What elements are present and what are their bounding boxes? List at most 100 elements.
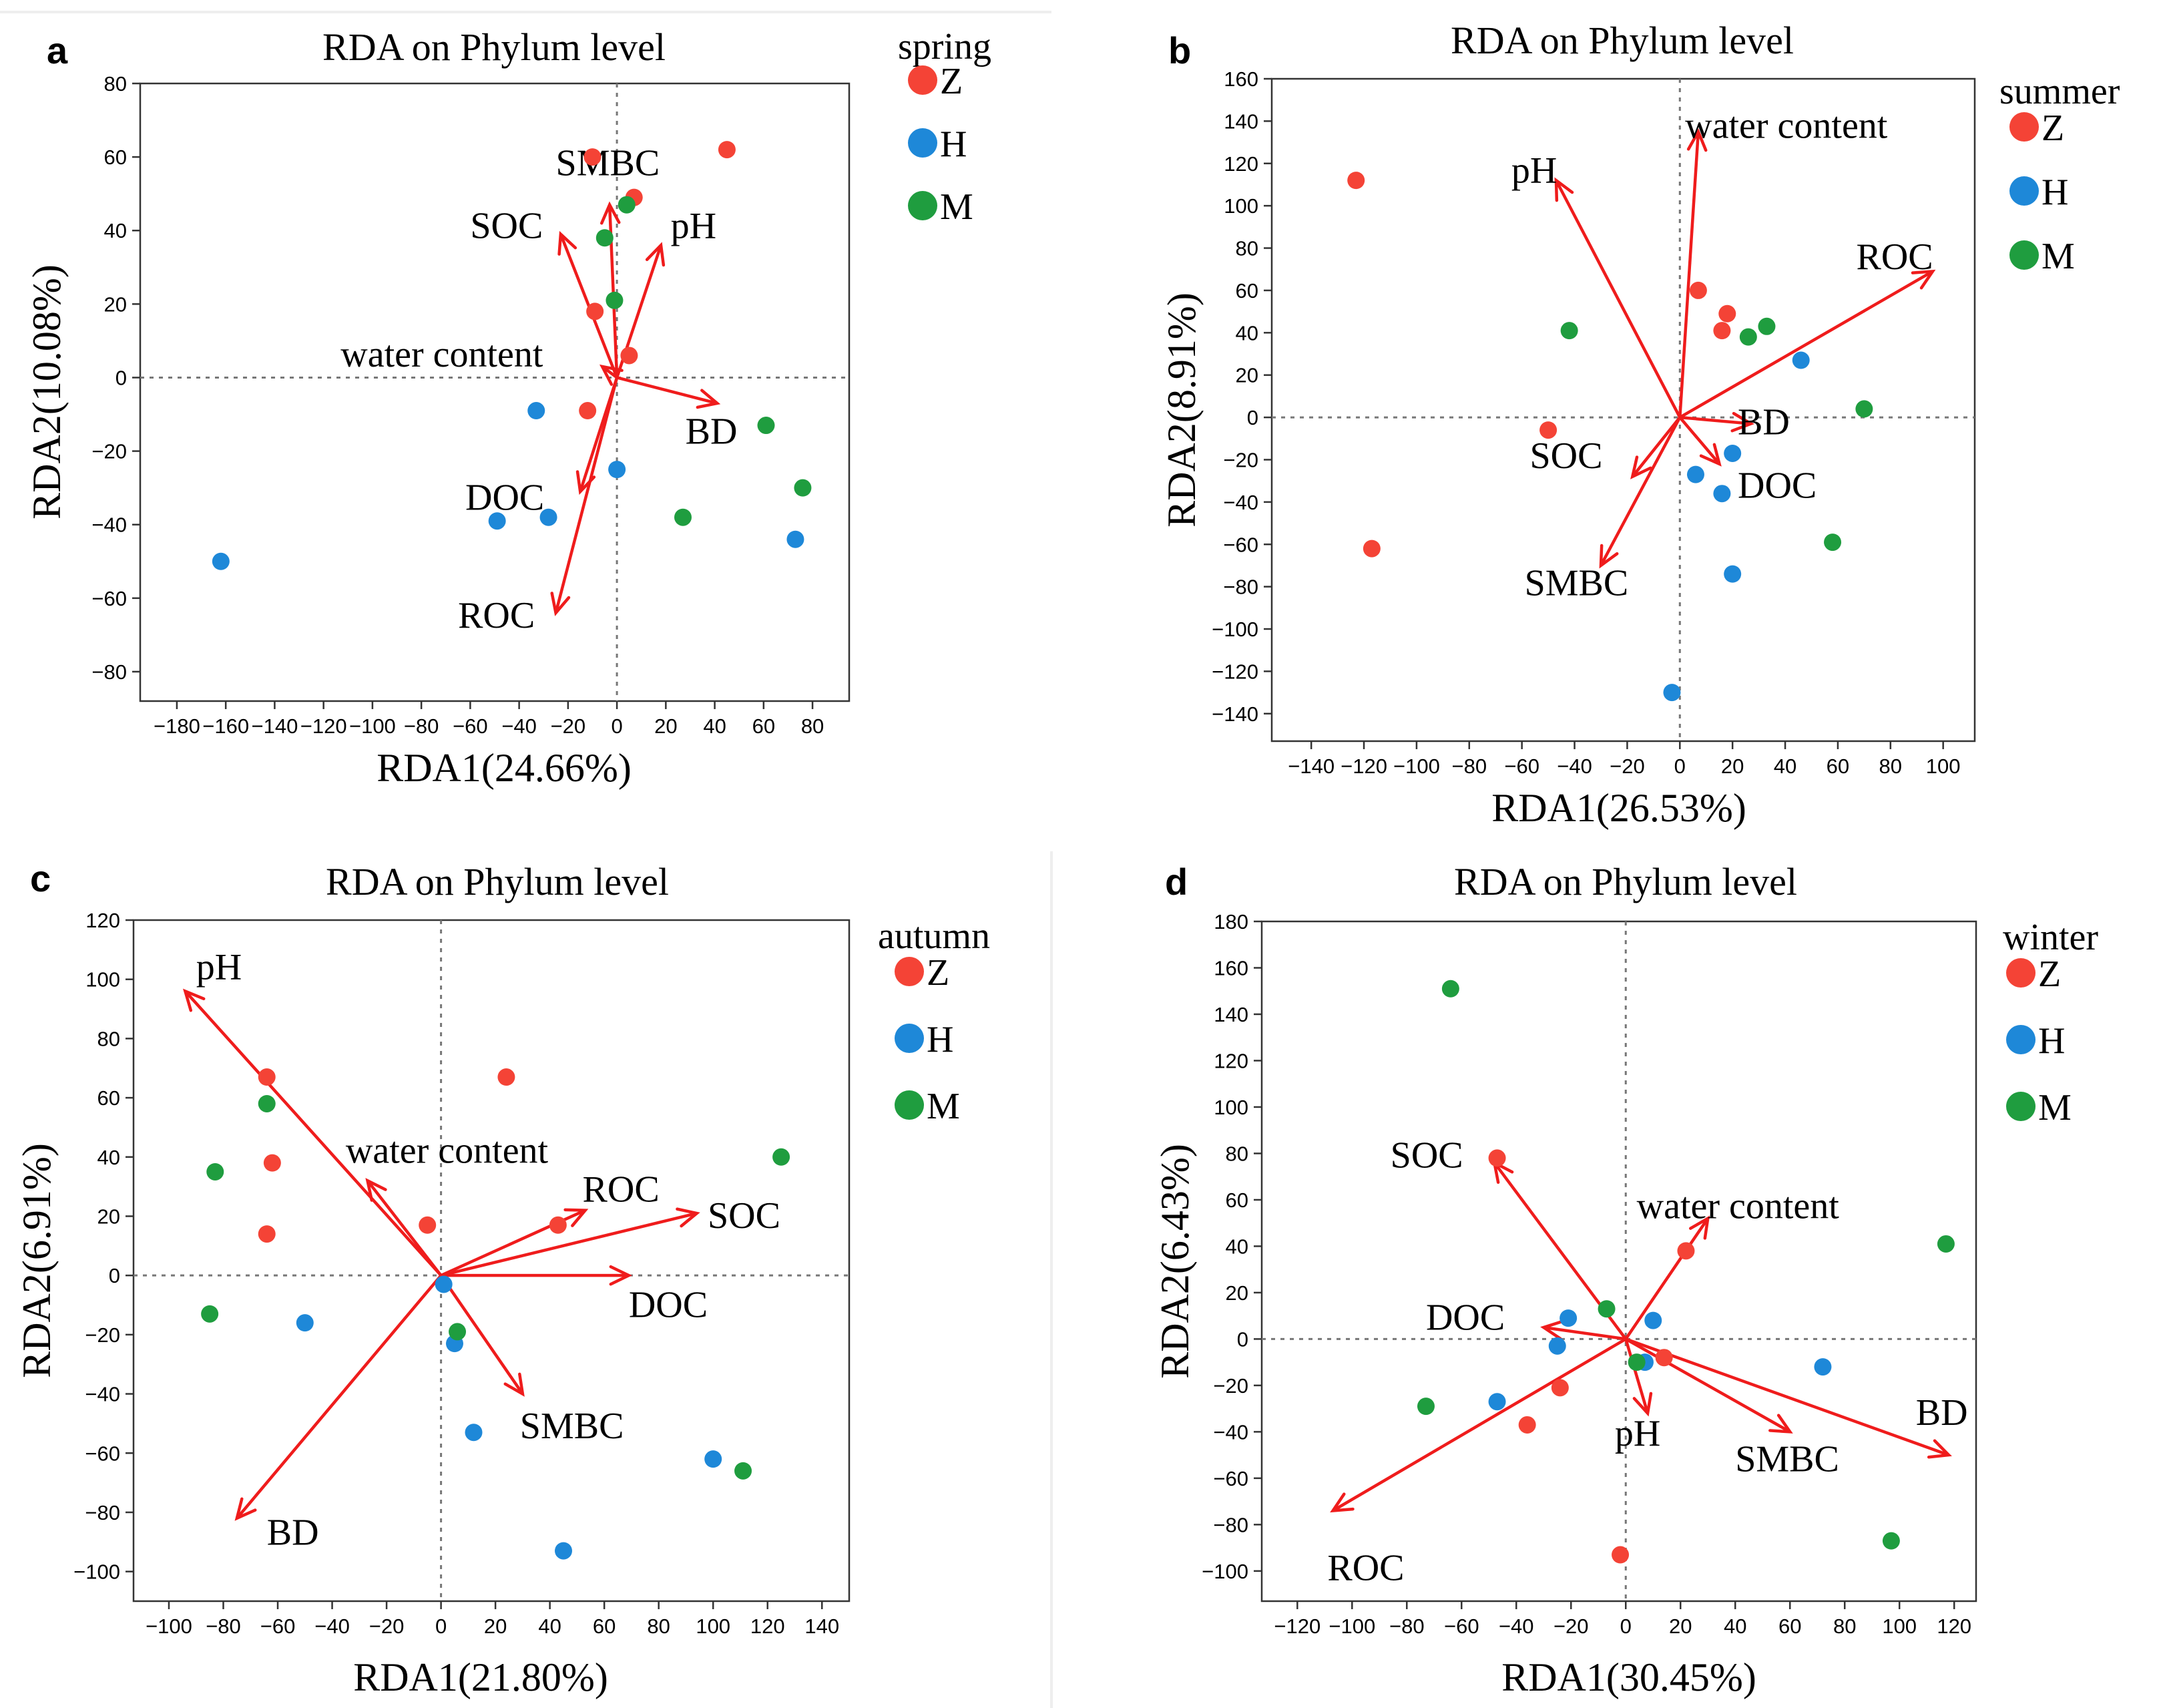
arrow-label: DOC (465, 477, 544, 519)
x-tick-label: 80 (1879, 755, 1902, 778)
y-tick-label: −40 (1223, 491, 1258, 514)
x-axis-label: RDA1(26.53%) (1491, 786, 1746, 830)
x-tick-label: −80 (1389, 1615, 1425, 1638)
legend-marker-z (908, 65, 937, 95)
point-m (734, 1462, 752, 1480)
point-m (1417, 1398, 1435, 1416)
arrow-roc (1679, 270, 1934, 419)
y-tick-label: −80 (1223, 576, 1258, 599)
y-tick-label: −20 (1213, 1374, 1248, 1398)
legend-label: H (2038, 1020, 2065, 1062)
x-tick-label: 80 (647, 1615, 670, 1638)
x-tick-label: 20 (1721, 755, 1744, 778)
arrow-label: DOC (1426, 1297, 1505, 1338)
arrow-ph (1624, 1338, 1650, 1414)
point-z (586, 302, 604, 321)
chart-title: RDA on Phylum level (326, 860, 669, 903)
point-h (704, 1450, 722, 1468)
arrow-soc (441, 1211, 698, 1277)
x-axis-label: RDA1(24.66%) (377, 746, 632, 790)
x-tick-label: 40 (1774, 755, 1796, 778)
point-m (201, 1305, 219, 1323)
legend-label: M (2042, 236, 2075, 277)
arrow-water-content (1678, 132, 1700, 418)
point-h (786, 530, 804, 548)
y-axis-label: RDA2(6.91%) (15, 1143, 59, 1378)
point-z (1551, 1379, 1569, 1397)
legend-label: M (2038, 1087, 2072, 1128)
legend-label: H (927, 1019, 953, 1060)
point-h (1663, 684, 1681, 702)
point-m (1937, 1235, 1955, 1253)
y-tick-label: 80 (104, 72, 127, 95)
point-m (1739, 328, 1757, 346)
arrow-head (599, 364, 624, 386)
point-m (1441, 980, 1459, 998)
point-z (1347, 172, 1365, 190)
point-h (465, 1424, 483, 1442)
x-tick-label: −140 (251, 714, 298, 738)
y-axis-label: RDA2(6.43%) (1153, 1144, 1197, 1379)
arrow-label: ROC (1327, 1548, 1404, 1589)
panel-d: d RDA on Phylum level −120 −100 −80 −60 −40 −20… (1153, 860, 2098, 1699)
x-tick-label: 20 (484, 1615, 507, 1638)
arrow-label: SMBC (520, 1406, 624, 1447)
x-tick-label: 60 (1778, 1615, 1801, 1638)
arrow-head (1330, 1492, 1355, 1513)
arrow-head (1911, 269, 1936, 290)
point-z (1677, 1242, 1695, 1260)
point-m (206, 1162, 224, 1181)
x-tick-label: 100 (1882, 1615, 1917, 1638)
legend-title: spring (898, 26, 991, 67)
arrow-label: pH (1615, 1413, 1660, 1454)
y-tick-label: 60 (97, 1086, 120, 1110)
point-m (618, 196, 636, 214)
arrow-label: SMBC (556, 143, 660, 184)
point-h (1792, 351, 1810, 369)
legend-marker-z (2009, 112, 2039, 142)
x-tick-label: −40 (1499, 1615, 1534, 1638)
y-tick-label: −40 (91, 513, 127, 537)
y-tick-label: 160 (1214, 956, 1248, 980)
plot-frame (132, 919, 851, 1603)
y-tick-label: −60 (85, 1442, 120, 1465)
arrow-label: SOC (1529, 435, 1602, 477)
x-tick-label: 0 (1620, 1615, 1632, 1638)
point-h (1644, 1311, 1662, 1329)
x-tick-label: −100 (1393, 755, 1440, 778)
point-z (1612, 1546, 1630, 1564)
arrow-head (1927, 1439, 1952, 1459)
y-tick-label: −20 (85, 1323, 120, 1347)
plot-frame (1270, 77, 1976, 742)
arrow-label: BD (686, 411, 738, 453)
x-tick-label: 20 (1669, 1615, 1692, 1638)
point-z (1518, 1416, 1536, 1434)
plot-frame (139, 82, 851, 702)
y-tick-label: −100 (1212, 618, 1258, 641)
arrow-head (365, 1178, 387, 1202)
arrow-label: BD (1916, 1392, 1968, 1434)
point-m (595, 229, 614, 247)
arrow-label: SMBC (1525, 562, 1629, 604)
y-tick-label: −100 (1202, 1560, 1248, 1583)
point-h (527, 402, 545, 420)
arrow-head (1540, 1319, 1565, 1340)
point-m (606, 291, 624, 309)
point-m (1758, 317, 1776, 335)
y-tick-label: 80 (1226, 1142, 1248, 1165)
arrow-label: water content (340, 334, 543, 375)
arrow-head (1699, 443, 1722, 467)
y-tick-label: 80 (97, 1027, 120, 1050)
point-m (772, 1148, 790, 1166)
point-h (435, 1275, 453, 1293)
y-axis-label: RDA2(10.08%) (25, 264, 69, 519)
x-tick-label: 40 (1724, 1615, 1746, 1638)
arrow-bd (1625, 1337, 1949, 1457)
y-tick-label: −20 (91, 440, 127, 463)
arrow-head (1730, 411, 1754, 433)
point-m (1598, 1300, 1616, 1318)
legend-title: winter (2003, 917, 2098, 958)
arrow-head (563, 1208, 589, 1227)
y-tick-label: 120 (1224, 152, 1258, 176)
